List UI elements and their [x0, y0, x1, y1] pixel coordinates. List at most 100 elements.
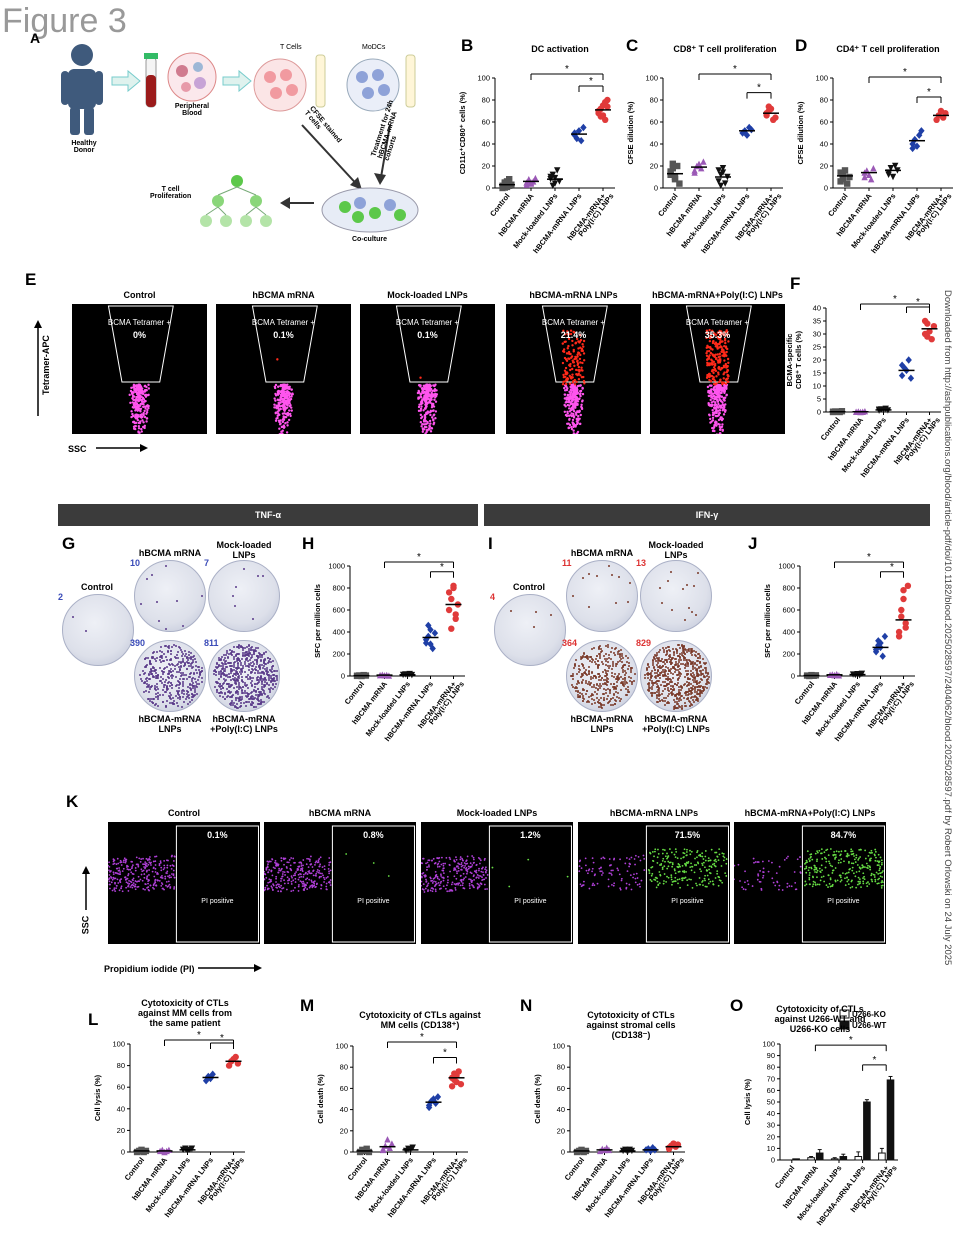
flow-dot	[568, 415, 570, 417]
flow-dot	[580, 404, 582, 406]
flow-plot: BCMA Tetramer +0.1%	[360, 304, 495, 434]
x-tick-label: Mock-loaded LNPs	[849, 192, 897, 250]
data-point	[906, 356, 912, 363]
spot	[157, 692, 159, 694]
flow-dot-positive	[708, 356, 710, 358]
flow-dot	[581, 408, 583, 410]
y-tick-label: 0	[121, 1148, 125, 1157]
data-point	[672, 174, 678, 180]
pi-dot	[328, 871, 330, 873]
pi-dot	[318, 858, 320, 860]
spot	[601, 704, 603, 706]
spot	[156, 651, 158, 653]
spot	[182, 683, 184, 685]
spot	[170, 653, 172, 655]
flow-dot	[274, 393, 276, 395]
flow-dot	[579, 395, 581, 397]
flow-dot	[429, 420, 431, 422]
y-tick-label: 0	[817, 408, 821, 417]
spot	[620, 649, 622, 651]
spot	[658, 698, 660, 700]
flow-dot	[564, 393, 566, 395]
spot	[603, 688, 605, 690]
flow-title: hBCMA mRNA	[206, 290, 361, 300]
spot	[186, 678, 188, 680]
spot	[593, 699, 595, 701]
flow-dot	[572, 408, 574, 410]
pi-dot	[302, 881, 304, 883]
spot	[274, 686, 276, 688]
data-point	[880, 653, 886, 660]
spot	[150, 698, 152, 700]
y-tick-label: 0	[486, 184, 490, 193]
panel-d-letter: D	[795, 36, 807, 56]
spot	[151, 701, 153, 703]
spot	[615, 700, 617, 702]
pi-dot	[289, 868, 291, 870]
flow-dot	[721, 426, 723, 428]
flow-dot-positive	[578, 341, 580, 343]
flow-dot	[708, 395, 710, 397]
spot	[550, 614, 552, 616]
x-tick-label: Control	[826, 192, 850, 219]
spot	[608, 701, 610, 703]
spot	[602, 693, 604, 695]
flow-dot-positive	[722, 373, 724, 375]
flow-dot	[575, 414, 577, 416]
flow-dot	[423, 385, 425, 387]
spot	[680, 689, 682, 691]
y-tick-label: 80	[820, 96, 828, 105]
pi-dot	[327, 876, 329, 878]
flow-dot	[575, 402, 577, 404]
spot	[599, 687, 601, 689]
spot	[171, 646, 173, 648]
spot	[254, 672, 256, 674]
y-axis-label: Cell death (%)	[533, 1074, 542, 1124]
flow-dot	[278, 414, 280, 416]
flow-dot	[435, 401, 437, 403]
spot	[179, 678, 181, 680]
flow-dot	[714, 398, 716, 400]
flow-dot-positive	[719, 361, 721, 363]
spot	[672, 673, 674, 675]
data-point	[448, 626, 454, 632]
spot	[185, 653, 187, 655]
spot	[183, 693, 185, 695]
spot	[233, 651, 235, 653]
y-axis-label: SFC per million cells	[313, 584, 322, 658]
ifn-banner: IFN-γ	[484, 504, 930, 526]
pi-dot	[303, 882, 305, 884]
spot	[163, 653, 165, 655]
elispot-well	[494, 594, 566, 666]
spot	[680, 659, 682, 661]
spot	[609, 692, 611, 694]
y-tick-label: 15	[813, 369, 821, 378]
flow-dot	[288, 419, 290, 421]
flow-dot-positive	[580, 369, 582, 371]
spot	[240, 673, 242, 675]
pi-dot	[124, 857, 126, 859]
pi-dot	[291, 877, 293, 879]
y-tick-label: 40	[820, 140, 828, 149]
pi-dot	[317, 862, 319, 864]
y-tick-label: 1000	[328, 562, 345, 571]
pi-percent: 0.1%	[176, 830, 258, 840]
flow-dot-positive	[715, 382, 717, 384]
spot	[152, 652, 154, 654]
spot	[694, 689, 696, 691]
spot	[155, 677, 157, 679]
panel-c-title: CD8⁺ T cell proliferation	[660, 44, 790, 55]
flow-dot	[722, 409, 724, 411]
spot	[254, 686, 256, 688]
spot	[690, 663, 692, 665]
flow-dot	[435, 410, 437, 412]
pi-dot	[282, 871, 284, 873]
spot	[597, 667, 599, 669]
flow-dot	[426, 384, 428, 386]
flow-dot	[275, 411, 277, 413]
pi-dot	[292, 858, 294, 860]
spot	[610, 698, 612, 700]
well-label: hBCMA-mRNA +Poly(I:C) LNPs	[634, 714, 718, 734]
flow-dot	[564, 405, 566, 407]
spot	[268, 684, 270, 686]
